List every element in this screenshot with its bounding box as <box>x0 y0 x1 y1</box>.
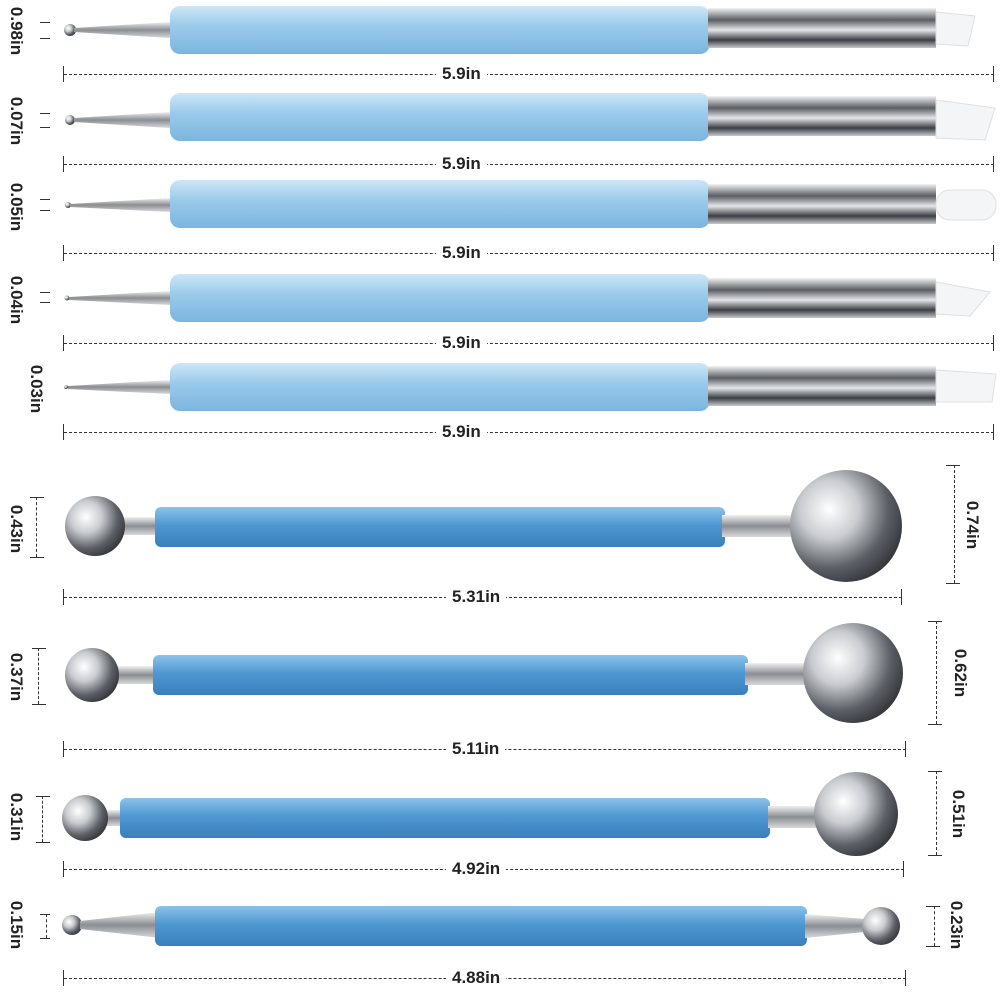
ball-tool-1 <box>65 470 902 582</box>
nail-tool-2 <box>65 93 996 141</box>
small-ball-label: 0.43in <box>7 497 26 561</box>
nail-tool-4 <box>64 274 991 322</box>
ball-tool-4 <box>62 906 900 946</box>
ball-tool-3 <box>62 772 898 856</box>
tip-size-label: 0.05in <box>7 177 26 237</box>
length-label: 5.31in <box>446 587 507 607</box>
length-line <box>64 74 994 75</box>
small-ball-label: 0.15in <box>7 893 26 957</box>
large-ball-label: 0.74in <box>963 493 982 557</box>
ball-tool-2 <box>65 623 903 723</box>
length-label: 5.9in <box>436 64 487 84</box>
large-ball-label: 0.62in <box>951 641 970 705</box>
nail-tool-1 <box>64 6 976 54</box>
length-label: 4.88in <box>446 968 507 988</box>
large-ball-label: 0.51in <box>949 782 968 846</box>
nail-tool-5 <box>64 363 997 411</box>
length-label: 5.9in <box>436 243 487 263</box>
nail-tool-3 <box>65 180 997 228</box>
length-label: 4.92in <box>446 859 507 879</box>
tip-size-label: 0.07in <box>7 91 26 151</box>
tip-size-label: 0.04in <box>7 270 26 330</box>
length-label: 5.9in <box>436 333 487 353</box>
small-ball-label: 0.31in <box>7 785 26 849</box>
length-label: 5.9in <box>436 154 487 174</box>
large-ball-label: 0.23in <box>947 893 966 957</box>
small-ball-label: 0.37in <box>7 645 26 709</box>
length-label: 5.11in <box>446 739 506 759</box>
tip-size-label: 0.03in <box>27 359 46 419</box>
length-label: 5.9in <box>436 422 487 442</box>
tip-size-label: 0.98in <box>7 1 26 61</box>
